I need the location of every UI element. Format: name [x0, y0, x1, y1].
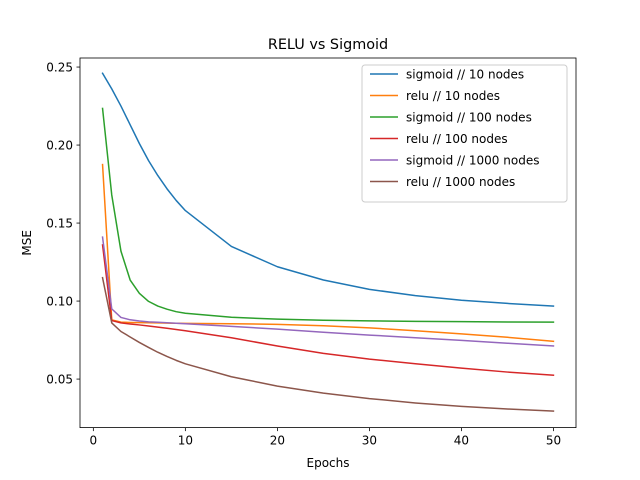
series-line-5: [101, 236, 555, 347]
legend-label: relu // 100 nodes: [406, 132, 508, 146]
y-tick-label: 0.25: [46, 60, 73, 74]
series-line-1: [101, 72, 555, 307]
plot-frame: [79, 57, 577, 429]
y-axis-label: MSE: [20, 230, 34, 256]
legend-label: sigmoid // 10 nodes: [406, 67, 524, 81]
y-tick-label: 0.05: [46, 372, 73, 386]
legend-label: sigmoid // 1000 nodes: [406, 153, 539, 167]
legend-box: [361, 64, 568, 203]
y-tick-label: 0.15: [46, 216, 73, 230]
series-line-3: [101, 107, 555, 323]
y-tick-label: 0.10: [46, 294, 73, 308]
x-tick-label: 0: [90, 434, 98, 448]
x-axis: 0 10 20 30 40 50: [90, 427, 561, 448]
legend: sigmoid // 10 nodes relu // 10 nodes sigmo…: [361, 64, 568, 203]
x-tick-label: 40: [454, 434, 469, 448]
x-axis-label: Epochs: [307, 456, 350, 470]
y-tick-label: 0.20: [46, 138, 73, 152]
x-tick-label: 30: [362, 434, 377, 448]
x-tick-label: 50: [546, 434, 561, 448]
legend-label: relu // 10 nodes: [406, 89, 500, 103]
series-line-4: [101, 244, 555, 376]
x-tick-label: 10: [178, 434, 193, 448]
legend-label: relu // 1000 nodes: [406, 175, 515, 189]
x-tick-label: 20: [270, 434, 285, 448]
chart-title: RELU vs Sigmoid: [268, 37, 388, 53]
series-line-6: [101, 276, 555, 412]
plot-lines: [101, 72, 555, 412]
y-axis: 0.05 0.10 0.15 0.20 0.25: [46, 60, 80, 386]
legend-label: sigmoid // 100 nodes: [406, 110, 532, 124]
